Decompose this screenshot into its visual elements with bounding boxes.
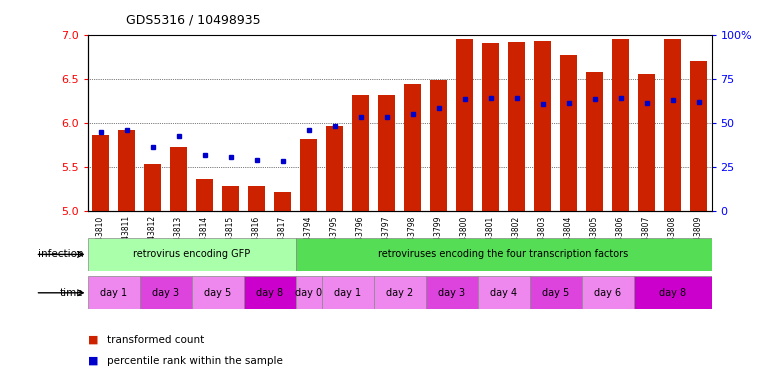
Bar [482,43,499,211]
Bar [248,187,265,211]
Bar [322,276,374,309]
Bar [560,55,577,211]
Bar [222,185,239,211]
Bar [638,74,655,211]
Bar [612,39,629,211]
Bar [581,276,633,309]
Bar [88,276,139,309]
Text: day 2: day 2 [386,288,413,298]
Bar [326,126,343,211]
Bar [92,135,109,211]
Bar [508,41,525,211]
Bar [425,276,478,309]
Text: day 0: day 0 [295,288,322,298]
Text: time: time [60,288,84,298]
Text: infection: infection [38,249,84,260]
Text: day 8: day 8 [659,288,686,298]
Bar [196,179,213,211]
Bar [295,276,322,309]
Bar [352,94,369,211]
Text: percentile rank within the sample: percentile rank within the sample [107,356,282,366]
Bar [586,72,603,211]
Text: ■: ■ [88,356,98,366]
Text: day 6: day 6 [594,288,621,298]
Bar [274,192,291,211]
Bar [690,61,707,211]
Bar [430,79,447,211]
Bar [192,276,244,309]
Text: day 1: day 1 [334,288,361,298]
Text: retroviruses encoding the four transcription factors: retroviruses encoding the four transcrip… [378,249,629,260]
Bar [664,39,681,211]
Bar [118,130,135,211]
Bar [374,276,425,309]
Bar [295,238,712,271]
Bar [633,276,712,309]
Text: day 5: day 5 [204,288,231,298]
Bar [88,238,295,271]
Text: day 8: day 8 [256,288,283,298]
Text: day 5: day 5 [542,288,569,298]
Bar [378,94,395,211]
Bar [404,84,421,211]
Text: day 3: day 3 [152,288,179,298]
Text: GDS5316 / 10498935: GDS5316 / 10498935 [126,14,260,27]
Text: day 1: day 1 [100,288,127,298]
Bar [300,139,317,211]
Bar [456,39,473,211]
Bar [144,164,161,211]
Text: day 3: day 3 [438,288,465,298]
Bar [534,41,551,211]
Text: retrovirus encoding GFP: retrovirus encoding GFP [133,249,250,260]
Text: ■: ■ [88,335,98,345]
Bar [478,276,530,309]
Text: day 4: day 4 [490,288,517,298]
Text: transformed count: transformed count [107,335,204,345]
Bar [139,276,192,309]
Bar [530,276,581,309]
Bar [170,147,187,211]
Bar [244,276,295,309]
